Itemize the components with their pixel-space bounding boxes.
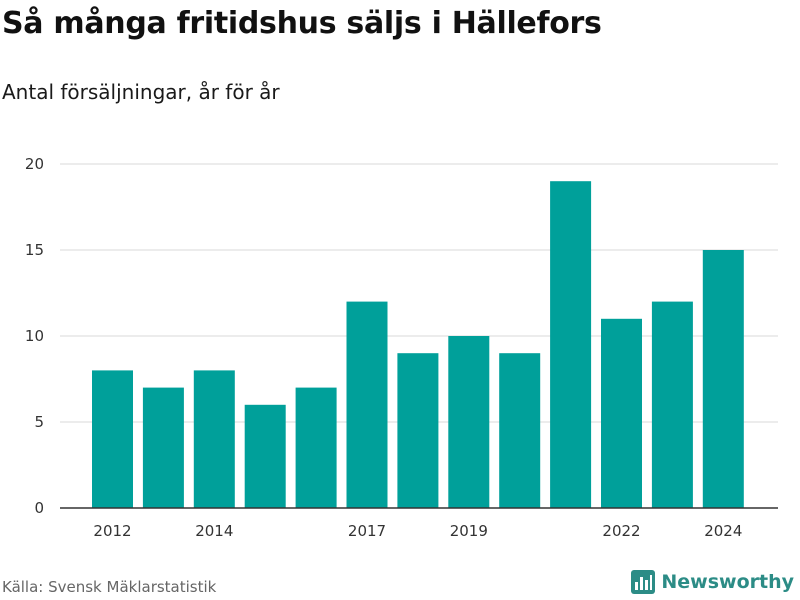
bar-2016 [295, 387, 337, 508]
bar-2015 [244, 404, 286, 508]
bar-2019 [448, 336, 490, 508]
x-tick-label: 2019 [450, 522, 488, 540]
bar-2018 [397, 353, 439, 508]
x-tick-label: 2012 [93, 522, 131, 540]
bar-2012 [92, 370, 133, 508]
y-tick-label: 0 [34, 499, 44, 517]
brand-logo: Newsworthy [631, 570, 794, 594]
brand-name: Newsworthy [661, 571, 794, 593]
chart-subtitle: Antal försäljningar, år för år [2, 80, 280, 104]
bar-2021 [550, 181, 592, 508]
y-tick-label: 10 [25, 327, 44, 345]
x-tick-label: 2014 [195, 522, 233, 540]
bar-chart: 0 5 10 15 20 2012 2014 2017 2019 2022 2024 [25, 155, 778, 540]
x-tick-label: 2022 [602, 522, 640, 540]
bar-2020 [499, 353, 541, 508]
source-note: Källa: Svensk Mäklarstatistik [2, 578, 217, 596]
x-tick-label: 2024 [704, 522, 742, 540]
y-tick-label: 5 [34, 413, 44, 431]
bar-chart-logo-icon [631, 570, 656, 594]
bar-2023 [651, 301, 693, 508]
x-tick-label: 2017 [348, 522, 386, 540]
bar-2024 [702, 250, 744, 508]
bar-2022 [601, 318, 642, 508]
bar-2014 [193, 370, 235, 508]
y-tick-label: 15 [25, 241, 44, 259]
bar-2013 [142, 387, 184, 508]
chart-title: Så många fritidshus säljs i Hällefors [2, 6, 602, 41]
bar-2017 [346, 301, 388, 508]
y-tick-label: 20 [25, 155, 44, 173]
